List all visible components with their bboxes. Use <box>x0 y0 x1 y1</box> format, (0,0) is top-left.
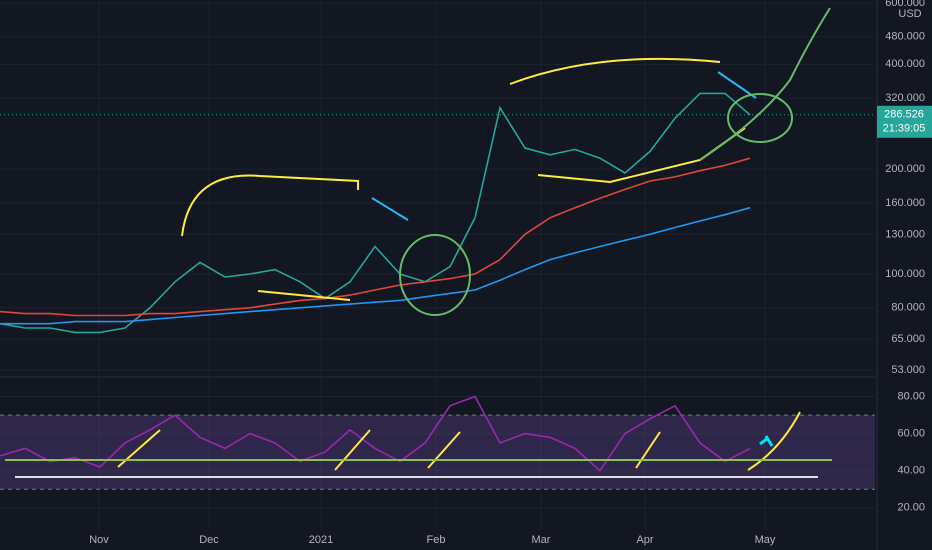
y-tick-label: 480.000 <box>885 31 925 43</box>
x-tick-label: Nov <box>89 534 109 546</box>
series-line <box>0 92 751 334</box>
x-tick-label: May <box>755 534 776 546</box>
mark-layer <box>0 92 875 472</box>
y-tick-label: 60.00 <box>897 428 925 440</box>
drawing-arc <box>509 57 721 85</box>
series-line <box>0 206 751 325</box>
series-line <box>0 395 751 472</box>
grid-layer <box>0 0 875 530</box>
countdown: 21:39:05 <box>883 123 926 135</box>
drawing-arrow <box>699 7 831 161</box>
series-line <box>0 157 751 317</box>
currency: USD <box>898 8 921 20</box>
drawing-line <box>257 290 351 301</box>
y-tick-label: 80.000 <box>891 302 925 314</box>
y-tick-label: 65.000 <box>891 333 925 345</box>
y-tick-label: 400.000 <box>885 58 925 70</box>
y-tick-label: 160.000 <box>885 197 925 209</box>
y-tick-label: 600.000 <box>885 0 925 9</box>
x-tick-label: 2021 <box>309 534 333 546</box>
drawing-icon <box>759 435 774 447</box>
rsi-trend <box>117 411 801 471</box>
x-tick-label: Apr <box>636 534 653 546</box>
y-tick-label: 320.000 <box>885 92 925 104</box>
x-tick-label: Feb <box>427 534 446 546</box>
price-label: 286.526 <box>884 109 924 121</box>
price-box <box>877 105 932 138</box>
drawings <box>5 7 832 478</box>
y-tick-label: 100.000 <box>885 268 925 280</box>
y-tick-label: 40.00 <box>897 465 925 477</box>
label-layer: 600.000 480.000 400.000 320.000 200.000 160.0… <box>89 0 932 546</box>
drawing-arc <box>181 174 359 237</box>
drawing-circle <box>399 234 471 316</box>
y-tick-label: 200.000 <box>885 163 925 175</box>
y-tick-label: 130.000 <box>885 228 925 240</box>
drawing-line <box>371 197 409 221</box>
y-tick-label: 53.000 <box>891 364 925 376</box>
y-tick-label: 20.00 <box>897 502 925 514</box>
x-tick-label: Mar <box>532 534 551 546</box>
y-tick-label: 80.00 <box>897 390 925 402</box>
x-tick-label: Dec <box>199 534 219 546</box>
drawing-line <box>717 71 757 99</box>
drawing-circle <box>727 93 793 143</box>
